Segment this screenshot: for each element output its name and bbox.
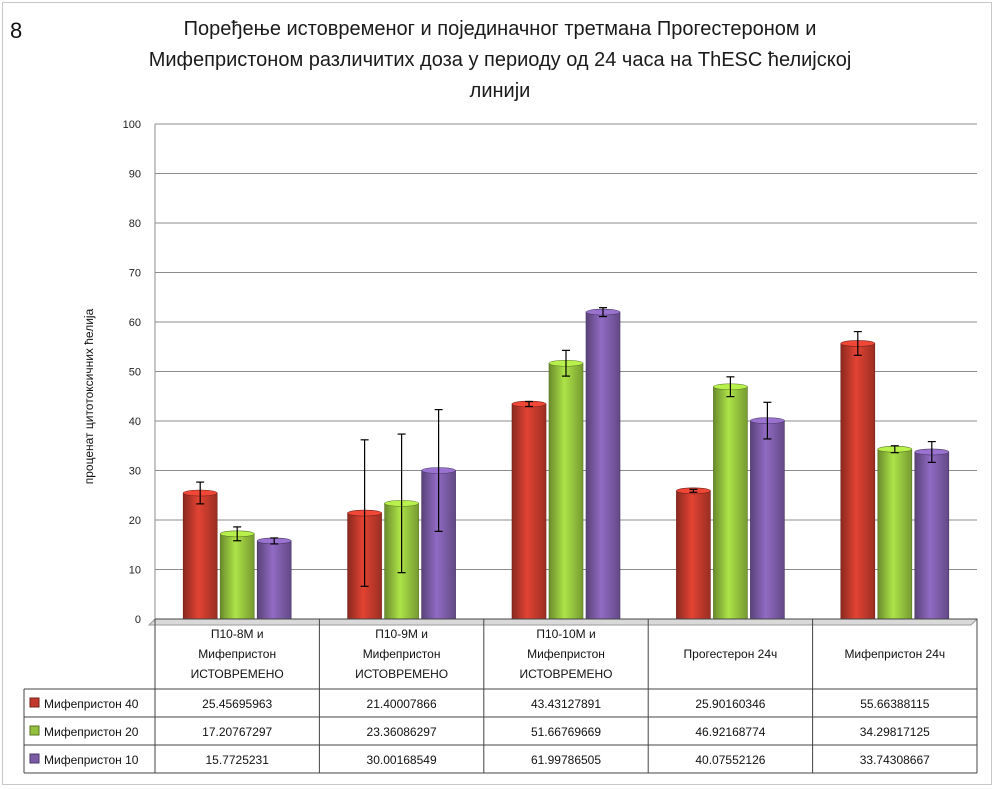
legend-label: Мифепристон 20 bbox=[44, 725, 139, 739]
table-value: 21.40007866 bbox=[367, 697, 437, 711]
table-value: 15.7725231 bbox=[205, 753, 269, 767]
category-label: Мифепристон bbox=[198, 647, 276, 661]
bar bbox=[676, 490, 711, 620]
bar bbox=[511, 403, 547, 620]
bar bbox=[750, 420, 785, 620]
bar bbox=[256, 540, 292, 620]
bar bbox=[219, 533, 255, 620]
bar bbox=[182, 492, 218, 620]
y-tick-label: 80 bbox=[129, 218, 141, 230]
bar bbox=[548, 362, 584, 620]
table-value: 61.99786505 bbox=[531, 753, 601, 767]
chart-title-line-2: Мифепристоном различитих доза у периоду … bbox=[148, 49, 852, 71]
table-value: 30.00168549 bbox=[367, 753, 437, 767]
chart-title: Поређење истовременог и појединачног тре… bbox=[120, 14, 880, 107]
category-label: ИСТОВРЕМЕНО bbox=[355, 667, 448, 681]
bar bbox=[914, 451, 950, 620]
legend-swatch bbox=[29, 753, 40, 764]
table-value: 40.07552126 bbox=[695, 753, 765, 767]
legend-label: Мифепристон 40 bbox=[44, 697, 139, 711]
table-value: 34.29817125 bbox=[860, 725, 930, 739]
y-tick-label: 40 bbox=[129, 416, 141, 428]
category-label: П10-8М и bbox=[211, 627, 264, 641]
category-label: Мифепристон 24ч bbox=[844, 647, 945, 661]
table-value: 33.74308667 bbox=[860, 753, 930, 767]
y-tick-label: 30 bbox=[129, 466, 141, 478]
table-value: 23.36086297 bbox=[367, 725, 437, 739]
table-value: 46.92168774 bbox=[695, 725, 765, 739]
chart-floor bbox=[147, 618, 979, 626]
y-tick-label: 20 bbox=[129, 515, 141, 527]
bar bbox=[877, 448, 913, 620]
y-axis-label: проценат цитотоксичних ћелија bbox=[82, 308, 96, 484]
y-tick-label: 90 bbox=[129, 169, 141, 181]
legend-label: Мифепристон 10 bbox=[44, 753, 139, 767]
category-label: П10-10М и bbox=[536, 627, 595, 641]
bar bbox=[840, 343, 876, 620]
y-tick-label: 70 bbox=[129, 268, 141, 280]
y-tick-label: 60 bbox=[129, 317, 141, 329]
y-tick-label: 0 bbox=[135, 614, 141, 626]
table-value: 17.20767297 bbox=[202, 725, 272, 739]
y-tick-label: 10 bbox=[129, 565, 141, 577]
category-label: Прогестерон 24ч bbox=[684, 647, 778, 661]
table-value: 43.43127891 bbox=[531, 697, 601, 711]
legend-swatch bbox=[29, 697, 40, 708]
table-value: 25.45695963 bbox=[202, 697, 272, 711]
category-label: Мифепристон bbox=[527, 647, 605, 661]
category-label: ИСТОВРЕМЕНО bbox=[519, 667, 612, 681]
y-tick-label: 100 bbox=[123, 119, 141, 131]
figure-number: 8 bbox=[10, 18, 23, 43]
chart-title-line-1: Поређење истовременог и појединачног тре… bbox=[183, 18, 817, 40]
legend-swatch bbox=[29, 725, 40, 736]
table-value: 25.90160346 bbox=[695, 697, 765, 711]
table-value: 51.66769669 bbox=[531, 725, 601, 739]
chart-title-line-3: линији bbox=[469, 80, 531, 102]
table-value: 55.66388115 bbox=[860, 697, 930, 711]
bar bbox=[713, 386, 748, 620]
y-tick-label: 50 bbox=[129, 367, 141, 379]
bar bbox=[585, 311, 621, 620]
category-label: ИСТОВРЕМЕНО bbox=[191, 667, 284, 681]
category-label: Мифепристон bbox=[363, 647, 441, 661]
category-label: П10-9М и bbox=[375, 627, 428, 641]
